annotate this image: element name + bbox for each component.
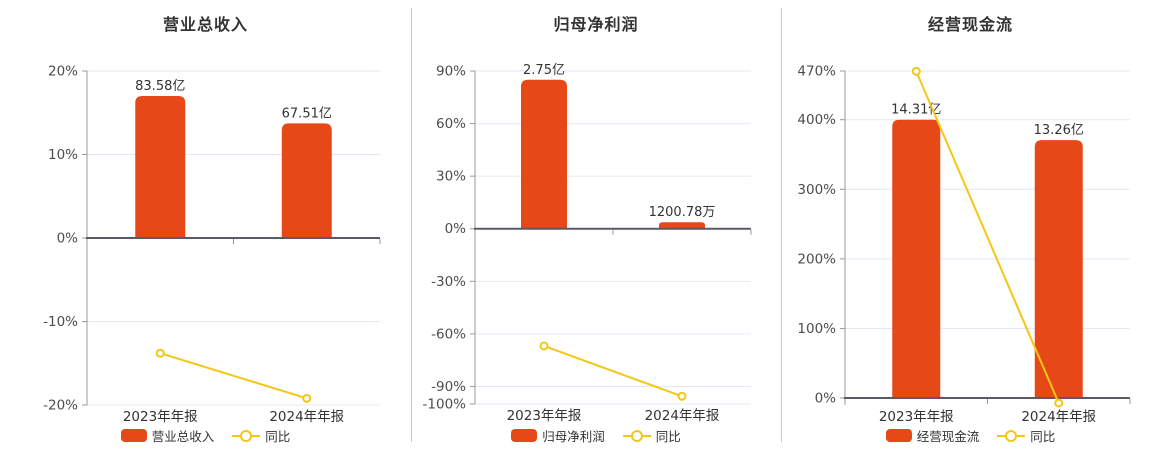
y-tick-label: 30%: [436, 169, 466, 185]
panel-divider: [781, 8, 782, 442]
bar-value-label: 67.51亿: [282, 106, 332, 121]
legend-series-label: 经营现金流: [916, 429, 980, 444]
yoy-line: [915, 70, 1060, 404]
bar[interactable]: [281, 123, 332, 238]
legend-series-label: 营业总收入: [151, 429, 215, 444]
chart-legend: 经营现金流 同比: [781, 426, 1160, 445]
yoy-marker[interactable]: [911, 66, 921, 76]
y-tick-label: 20%: [48, 64, 78, 80]
y-tick-label: 10%: [48, 147, 78, 163]
yoy-line: [543, 345, 683, 398]
bar-value-label: 1200.78万: [649, 205, 716, 220]
chart-legend: 归母净利润 同比: [411, 426, 781, 445]
legend-series-label: 归母净利润: [542, 429, 605, 444]
chart-title: 营业总收入: [162, 15, 248, 34]
legend-yoy-label: 同比: [1030, 429, 1056, 444]
x-axis-label: 2024年年报: [645, 408, 720, 424]
legend-item-yoy[interactable]: 同比: [997, 426, 1055, 445]
legend-item-yoy[interactable]: 同比: [232, 426, 290, 445]
legend-item-series[interactable]: 归母净利润: [511, 426, 605, 445]
legend-item-yoy[interactable]: 同比: [622, 426, 681, 445]
bar[interactable]: [521, 79, 567, 229]
y-tick-label: 0%: [57, 231, 79, 247]
y-tick-label: -100%: [423, 397, 467, 413]
x-axis-label: 2024年年报: [269, 409, 344, 425]
bar-value-label: 83.58亿: [135, 79, 185, 94]
y-tick-label: 90%: [436, 64, 466, 80]
y-tick-label: -20%: [43, 398, 78, 414]
chart-panel-operating-revenue: 营业总收入 20% 10% 0% -10% -20% 83.58亿 67.51亿 2023年年…: [0, 0, 411, 450]
bar-value-label: 2.75亿: [523, 63, 565, 78]
bar-value-label: 13.26亿: [1034, 123, 1084, 138]
bar[interactable]: [892, 119, 941, 399]
y-tick-label: 200%: [797, 251, 836, 267]
bar[interactable]: [1034, 140, 1083, 399]
y-tick-label: -30%: [431, 274, 466, 290]
y-tick-label: 100%: [797, 321, 836, 337]
legend-yoy-label: 同比: [265, 429, 291, 444]
y-tick-label: 470%: [797, 64, 836, 80]
y-tick-label: 0%: [445, 221, 467, 237]
yoy-marker[interactable]: [302, 393, 312, 403]
x-axis-label: 2023年年报: [507, 408, 582, 424]
y-tick-label: 400%: [797, 112, 836, 128]
line-series-icon: [997, 429, 1026, 443]
chart-plot-operating-cashflow: 470% 400% 300% 200% 100% 0% 14.31亿 13.26亿 2023年年…: [797, 64, 1131, 425]
y-tick-label: 60%: [436, 116, 466, 132]
y-tick-label: 0%: [815, 391, 837, 407]
legend-yoy-label: 同比: [655, 429, 681, 444]
bar[interactable]: [659, 222, 705, 229]
chart-panel-net-profit: 归母净利润 90% 60% 30% 0% -30% -60% -90% -100% 2.75亿 1…: [411, 0, 781, 450]
x-axis-label: 2024年年报: [1021, 409, 1096, 425]
bar-series-icon: [511, 429, 538, 442]
y-tick-label: -90%: [431, 379, 466, 395]
chart-panel-operating-cashflow: 经营现金流 470% 400% 300% 200% 100% 0% 14.31亿 13.26亿…: [781, 0, 1160, 450]
yoy-marker[interactable]: [1054, 398, 1064, 408]
legend-item-series[interactable]: 营业总收入: [120, 426, 215, 445]
y-tick-label: -10%: [43, 314, 78, 330]
bar-value-label: 14.31亿: [891, 103, 941, 118]
x-axis-label: 2023年年报: [123, 409, 198, 425]
chart-plot-net-profit: 90% 60% 30% 0% -30% -60% -90% -100% 2.75亿 1200.78…: [423, 63, 752, 424]
yoy-marker[interactable]: [155, 348, 165, 358]
yoy-line: [159, 352, 308, 400]
panel-divider: [411, 8, 412, 442]
chart-legend: 营业总收入 同比: [0, 426, 411, 445]
x-axis-label: 2023年年报: [879, 409, 954, 425]
bar[interactable]: [135, 96, 186, 238]
y-tick-label: -60%: [431, 326, 466, 342]
bar-series-icon: [120, 429, 147, 442]
yoy-marker[interactable]: [677, 391, 687, 401]
line-series-icon: [232, 429, 261, 443]
y-tick-label: 300%: [797, 182, 836, 198]
legend-item-series[interactable]: 经营现金流: [885, 426, 980, 445]
yoy-marker[interactable]: [539, 341, 549, 351]
chart-plot-operating-revenue: 20% 10% 0% -10% -20% 83.58亿 67.51亿 2023年年报 2024年…: [43, 64, 381, 425]
chart-title: 经营现金流: [927, 15, 1013, 34]
bar-series-icon: [885, 429, 912, 442]
line-series-icon: [622, 429, 651, 443]
chart-title: 归母净利润: [553, 15, 639, 34]
